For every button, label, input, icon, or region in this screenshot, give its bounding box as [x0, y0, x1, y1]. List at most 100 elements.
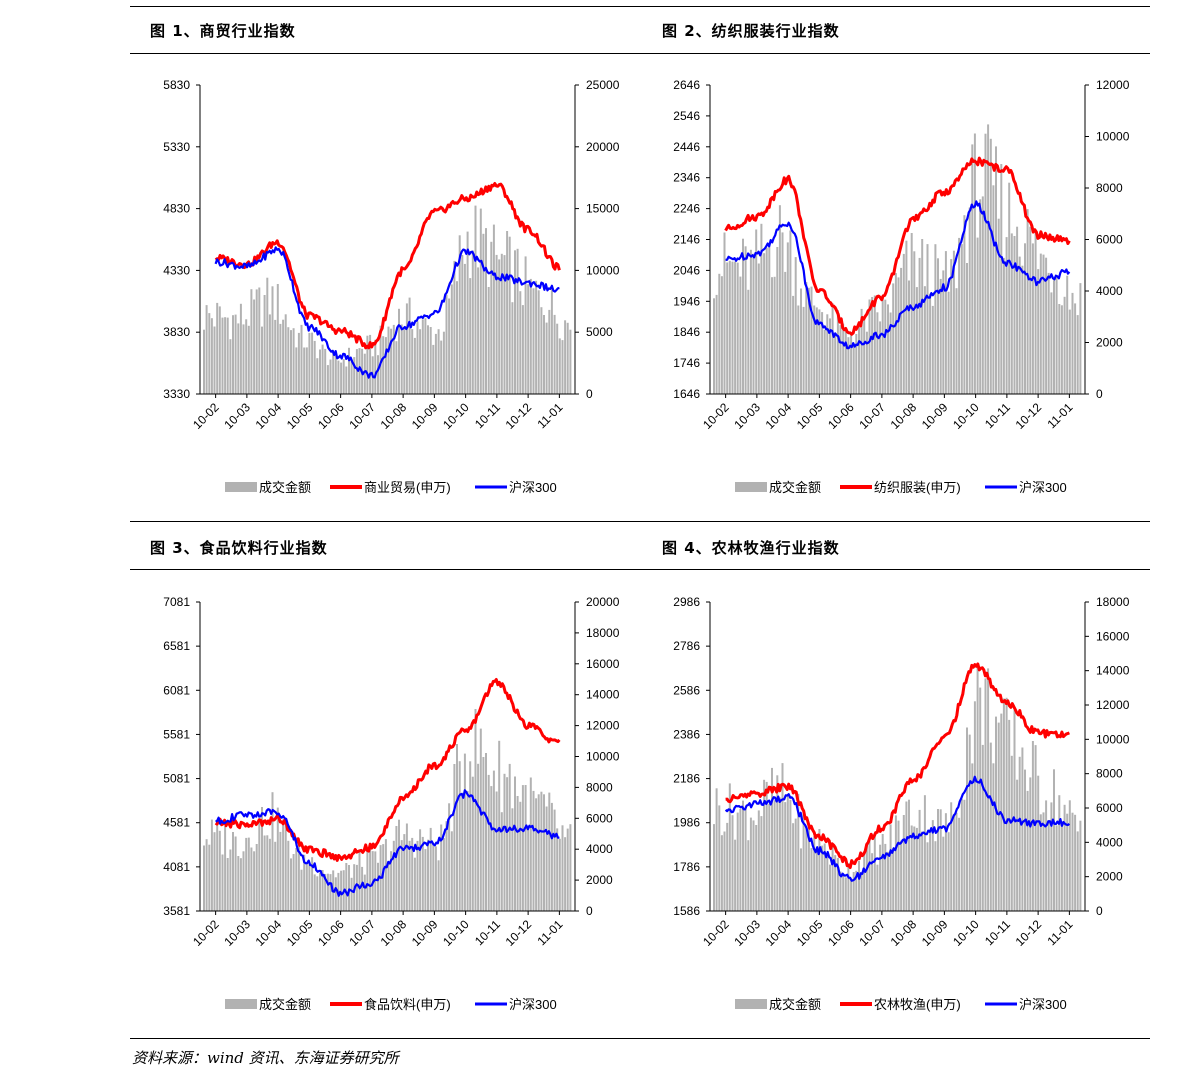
- volume-bar: [947, 832, 950, 911]
- volume-bar: [918, 257, 921, 394]
- volume-bar: [884, 299, 887, 394]
- volume-bar: [250, 847, 253, 911]
- volume-bar: [358, 851, 361, 911]
- volume-bar: [1068, 800, 1071, 911]
- volume-bar: [495, 254, 498, 394]
- volume-bar: [847, 337, 850, 394]
- x-tick-label: 10-09: [919, 917, 951, 949]
- volume-bar: [1047, 821, 1050, 911]
- volume-bar: [1060, 824, 1063, 911]
- volume-bar: [926, 244, 929, 394]
- volume-bar: [815, 850, 818, 911]
- volume-bar: [295, 847, 298, 911]
- x-tick-label: 10-03: [221, 917, 253, 949]
- volume-bar: [855, 870, 858, 911]
- volume-bar: [400, 324, 403, 394]
- volume-bar: [718, 805, 721, 911]
- volume-bar: [1010, 755, 1013, 911]
- volume-bar: [553, 809, 556, 911]
- volume-bar: [382, 336, 385, 394]
- volume-bar: [984, 678, 987, 911]
- x-tick-label: 10-08: [888, 917, 920, 949]
- volume-bar: [792, 823, 795, 911]
- volume-bar: [1018, 756, 1021, 911]
- volume-bar: [910, 233, 913, 394]
- volume-bar: [284, 821, 287, 911]
- volume-bar: [995, 146, 997, 394]
- left-tick-label: 2786: [673, 639, 700, 653]
- volume-bar: [952, 250, 955, 394]
- volume-bar: [258, 287, 261, 394]
- volume-bar: [268, 838, 271, 911]
- volume-bar: [350, 359, 353, 394]
- volume-bar: [1060, 305, 1063, 394]
- volume-bar: [224, 826, 227, 911]
- volume-bar: [1066, 275, 1069, 394]
- left-tick-label: 1846: [673, 325, 700, 339]
- volume-bar: [979, 687, 982, 911]
- volume-bar: [379, 325, 382, 394]
- chart-agriculture-index: 1586 1786 1986 2186 2386 2586 2786 2986 0 2000 400…: [673, 595, 1130, 1012]
- x-tick-label: 10-07: [856, 917, 888, 949]
- right-tick-label: 6000: [586, 811, 613, 825]
- volume-bar: [1074, 303, 1077, 394]
- volume-bar: [757, 810, 760, 911]
- volume-bar: [532, 790, 535, 911]
- volume-bar: [739, 276, 742, 394]
- volume-bar: [558, 338, 561, 394]
- volume-bar: [239, 303, 242, 394]
- volume-bar: [266, 835, 269, 911]
- volume-bar: [374, 339, 377, 394]
- volume-bar: [377, 355, 379, 394]
- volume-bar: [718, 273, 721, 394]
- x-tick-label: 11-01: [535, 917, 566, 948]
- volume-bar: [282, 319, 285, 394]
- volume-bar: [316, 876, 319, 911]
- volume-bar: [224, 317, 227, 394]
- volume-bar: [971, 763, 974, 911]
- volume-bar: [1021, 265, 1024, 394]
- volume-bar: [477, 763, 480, 911]
- volume-bar: [398, 819, 400, 911]
- volume-bar: [1071, 812, 1074, 911]
- legend: 成交金额 纺织服装(申万) 沪深300: [735, 480, 1067, 495]
- volume-bar: [829, 864, 831, 911]
- volume-bar: [973, 701, 976, 911]
- volume-bar: [1029, 226, 1032, 394]
- right-tick-label: 16000: [586, 657, 620, 671]
- x-tick-label: 10-09: [919, 400, 951, 432]
- volume-bar: [340, 870, 343, 911]
- volume-bar: [261, 807, 263, 911]
- left-tick-label: 6581: [163, 639, 190, 653]
- volume-bar: [411, 837, 414, 911]
- volume-bar: [358, 348, 361, 394]
- right-tick-label: 25000: [586, 78, 620, 92]
- volume-bar: [337, 360, 340, 394]
- volume-bar: [1031, 741, 1034, 911]
- volume-bar: [900, 267, 903, 394]
- left-tick-label: 2246: [673, 202, 700, 216]
- x-tick-label: 10-08: [378, 917, 410, 949]
- volume-bar: [374, 851, 377, 911]
- volume-bar: [537, 794, 540, 911]
- right-tick-label: 14000: [1096, 664, 1130, 678]
- x-tick-label: 10-06: [315, 917, 347, 949]
- legend-label: 沪深300: [509, 997, 557, 1012]
- volume-bar: [937, 809, 939, 911]
- x-tick-label: 10-10: [950, 400, 982, 432]
- volume-bar: [821, 845, 824, 911]
- volume-bar: [492, 224, 495, 394]
- volume-bar: [944, 813, 947, 911]
- x-tick-label: 10-07: [856, 400, 888, 432]
- volume-bar: [564, 320, 567, 394]
- volume-bar: [326, 365, 329, 394]
- volume-bar: [429, 327, 432, 394]
- volume-bar: [245, 837, 248, 911]
- volume-bar: [297, 332, 300, 394]
- right-tick-label: 0: [586, 904, 593, 918]
- left-tick-label: 3330: [163, 387, 190, 401]
- volume-bar: [1058, 304, 1061, 394]
- volume-bar: [810, 848, 813, 911]
- sector-index-line: [214, 182, 561, 350]
- bottom-rule: [130, 1038, 1150, 1039]
